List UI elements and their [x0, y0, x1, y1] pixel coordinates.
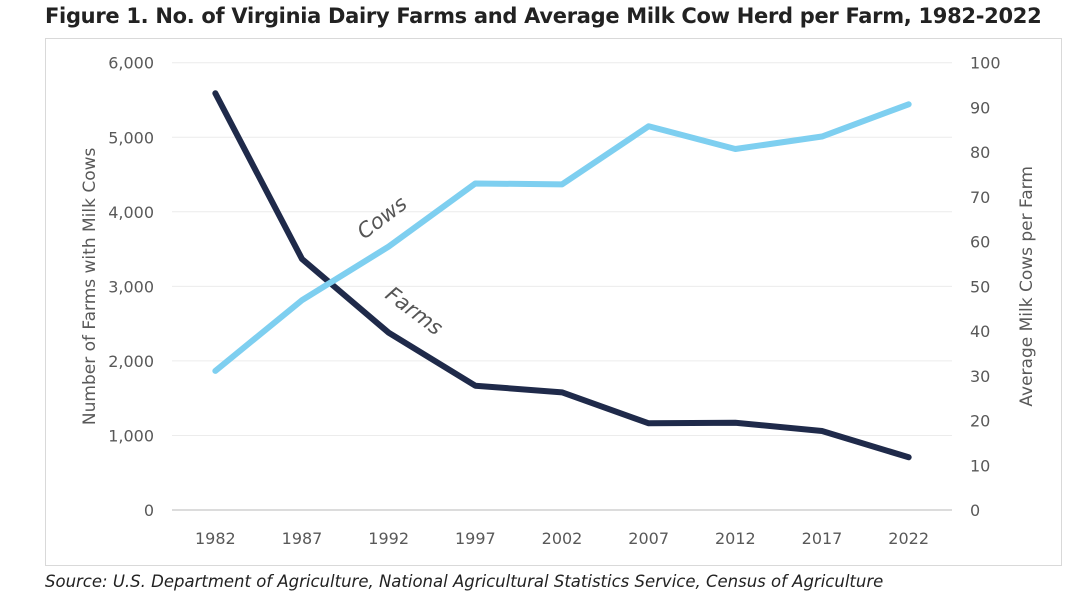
- x-tick-label: 2012: [715, 529, 756, 548]
- y2-tick-label: 60: [970, 233, 990, 252]
- y-tick-label: 1,000: [108, 426, 154, 445]
- x-tick-label: 2017: [802, 529, 843, 548]
- y2-tick-label: 90: [970, 98, 990, 117]
- series-line-cows: [212, 101, 912, 374]
- y-tick-label: 6,000: [108, 54, 154, 73]
- y-tick-label: 5,000: [108, 128, 154, 147]
- y2-tick-label: 80: [970, 143, 990, 162]
- y2-tick-label: 10: [970, 456, 990, 475]
- x-tick-label: 1997: [455, 529, 496, 548]
- x-tick-label: 1982: [195, 529, 236, 548]
- x-tick-label: 2002: [542, 529, 583, 548]
- y2-tick-label: 70: [970, 188, 990, 207]
- x-tick-label: 2007: [628, 529, 669, 548]
- x-tick-label: 1987: [282, 529, 323, 548]
- y2-tick-label: 50: [970, 277, 990, 296]
- x-tick-label: 1992: [368, 529, 409, 548]
- chart-title: Figure 1. No. of Virginia Dairy Farms an…: [45, 4, 1042, 28]
- y2-tick-label: 0: [970, 501, 980, 520]
- y2-axis-label: Average Milk Cows per Farm: [1017, 166, 1037, 407]
- y-tick-label: 2,000: [108, 352, 154, 371]
- y2-tick-label: 20: [970, 412, 990, 431]
- y2-tick-label: 30: [970, 367, 990, 386]
- y-tick-label: 3,000: [108, 277, 154, 296]
- y-tick-label: 4,000: [108, 203, 154, 222]
- y2-tick-label: 40: [970, 322, 990, 341]
- y-axis-label: Number of Farms with Milk Cows: [80, 147, 100, 425]
- y2-tick-label: 100: [970, 54, 1001, 73]
- source-note: Source: U.S. Department of Agriculture, …: [45, 572, 884, 591]
- series-line-farms: [212, 90, 912, 461]
- x-tick-label: 2022: [888, 529, 929, 548]
- chart-frame: [45, 38, 1062, 566]
- y-tick-label: 0: [144, 501, 154, 520]
